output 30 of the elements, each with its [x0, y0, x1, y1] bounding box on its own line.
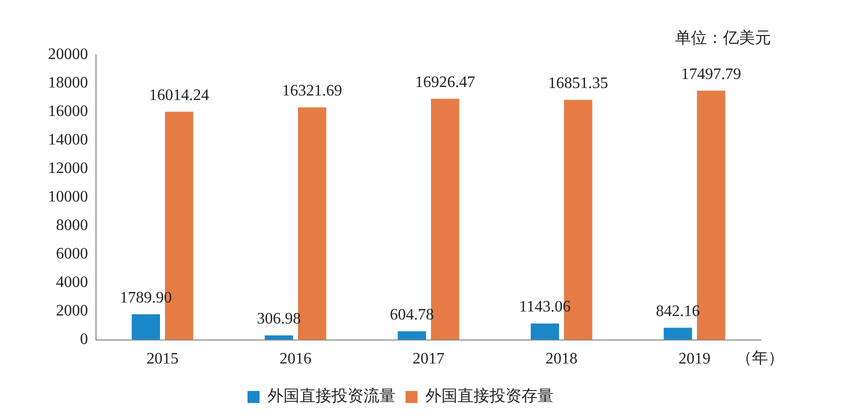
x-tick-label: 2018	[546, 350, 578, 368]
y-tick-label: 20000	[48, 46, 88, 64]
bar	[664, 328, 692, 340]
text: 单位：亿美元	[675, 29, 771, 47]
x-tick-label: 2019	[678, 350, 710, 368]
y-tick-label: 2000	[56, 302, 88, 320]
y-tick-label: 18000	[48, 74, 88, 92]
x-axis-title: （年）	[736, 350, 784, 368]
x-tick-label: 2015	[146, 350, 178, 368]
legend-label: 外国直接投资流量	[268, 387, 396, 406]
y-tick-label: 8000	[56, 217, 88, 234]
data-label: 16321.69	[282, 82, 342, 100]
y-tick-label: 14000	[48, 132, 88, 149]
y-tick-label: 10000	[48, 188, 88, 206]
y-tick-label: 16000	[48, 103, 88, 120]
data-label: 17497.79	[681, 66, 742, 83]
data-label: 16851.35	[548, 75, 608, 92]
y-tick-label: 12000	[48, 160, 88, 178]
data-label: 16926.47	[415, 74, 476, 91]
x-tick-label: 2016	[280, 350, 312, 368]
legend-label: 外国直接投资存量	[426, 387, 554, 406]
y-tick-label: 6000	[56, 246, 88, 263]
x-tick-label: 2017	[412, 350, 444, 368]
y-tick-label: 4000	[56, 274, 88, 292]
bar	[132, 314, 160, 340]
bar	[398, 331, 426, 340]
bar	[530, 324, 560, 340]
data-label: 16014.24	[149, 86, 210, 104]
bar	[264, 335, 294, 340]
y-tick-label: 0	[80, 331, 88, 348]
